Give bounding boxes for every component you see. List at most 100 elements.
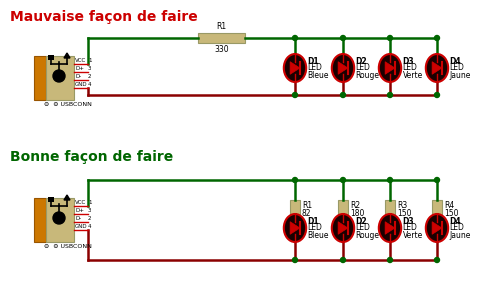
Text: D4: D4 — [450, 56, 461, 65]
Text: LED: LED — [356, 223, 370, 232]
Text: D3: D3 — [403, 217, 414, 226]
Text: Mauvaise façon de faire: Mauvaise façon de faire — [10, 10, 198, 24]
Ellipse shape — [284, 214, 306, 242]
Circle shape — [434, 177, 439, 183]
FancyBboxPatch shape — [34, 56, 46, 100]
Polygon shape — [64, 53, 70, 58]
Text: Jaune: Jaune — [450, 71, 471, 79]
Text: D4: D4 — [450, 217, 461, 226]
Circle shape — [341, 92, 346, 98]
Text: 3: 3 — [88, 65, 92, 71]
Text: R1: R1 — [302, 202, 312, 211]
Circle shape — [53, 212, 65, 224]
FancyBboxPatch shape — [432, 200, 442, 220]
Text: Jaune: Jaune — [450, 230, 471, 240]
Text: 1: 1 — [88, 200, 92, 204]
Ellipse shape — [284, 54, 306, 82]
Polygon shape — [64, 195, 70, 200]
Text: VCC: VCC — [75, 200, 86, 204]
Circle shape — [388, 257, 393, 262]
Polygon shape — [385, 62, 395, 74]
Ellipse shape — [426, 54, 448, 82]
Text: GND: GND — [75, 82, 88, 86]
FancyBboxPatch shape — [48, 55, 54, 60]
Text: VCC: VCC — [75, 58, 86, 62]
Circle shape — [434, 257, 439, 262]
Circle shape — [434, 35, 439, 41]
Text: 1: 1 — [88, 58, 92, 62]
Text: 3: 3 — [88, 207, 92, 213]
Circle shape — [292, 35, 297, 41]
Text: LED: LED — [307, 223, 323, 232]
Circle shape — [388, 92, 393, 98]
Ellipse shape — [379, 54, 401, 82]
FancyBboxPatch shape — [46, 56, 74, 100]
FancyBboxPatch shape — [290, 200, 300, 220]
Text: Rouge: Rouge — [356, 71, 380, 79]
Text: 2: 2 — [88, 215, 92, 221]
FancyBboxPatch shape — [48, 197, 54, 202]
Circle shape — [388, 177, 393, 183]
FancyBboxPatch shape — [338, 200, 348, 220]
Text: R4: R4 — [444, 202, 454, 211]
FancyBboxPatch shape — [46, 198, 74, 242]
Polygon shape — [290, 222, 300, 234]
Text: R3: R3 — [397, 202, 407, 211]
Text: 4: 4 — [88, 223, 92, 228]
Text: LED: LED — [450, 63, 465, 73]
Text: R1: R1 — [216, 22, 227, 31]
Text: Bleue: Bleue — [307, 71, 329, 79]
Text: D1: D1 — [307, 217, 319, 226]
Text: D3: D3 — [403, 56, 414, 65]
Text: 150: 150 — [397, 209, 411, 219]
Circle shape — [388, 35, 393, 41]
FancyBboxPatch shape — [34, 198, 46, 242]
Text: Rouge: Rouge — [356, 230, 380, 240]
Circle shape — [53, 70, 65, 82]
Text: Bonne façon de faire: Bonne façon de faire — [10, 150, 173, 164]
Text: 330: 330 — [214, 45, 229, 54]
Ellipse shape — [332, 54, 354, 82]
Circle shape — [341, 257, 346, 262]
Text: 4: 4 — [88, 82, 92, 86]
Text: LED: LED — [307, 63, 323, 73]
Text: 150: 150 — [444, 209, 459, 219]
Text: LED: LED — [403, 63, 417, 73]
Circle shape — [292, 177, 297, 183]
Text: GND: GND — [75, 223, 88, 228]
Text: Bleue: Bleue — [307, 230, 329, 240]
Text: ⊖  ⊖ USBCONN: ⊖ ⊖ USBCONN — [44, 243, 92, 249]
Text: D+: D+ — [75, 65, 84, 71]
Polygon shape — [432, 222, 442, 234]
Text: LED: LED — [403, 223, 417, 232]
Ellipse shape — [426, 214, 448, 242]
Text: D1: D1 — [307, 56, 319, 65]
Text: Verte: Verte — [403, 230, 423, 240]
FancyBboxPatch shape — [198, 33, 245, 43]
Text: Verte: Verte — [403, 71, 423, 79]
Text: D2: D2 — [356, 217, 367, 226]
Polygon shape — [385, 222, 395, 234]
Ellipse shape — [332, 214, 354, 242]
Circle shape — [341, 177, 346, 183]
Polygon shape — [338, 222, 348, 234]
Circle shape — [341, 35, 346, 41]
Circle shape — [292, 257, 297, 262]
Text: D+: D+ — [75, 207, 84, 213]
Ellipse shape — [379, 214, 401, 242]
Polygon shape — [432, 62, 442, 74]
Text: ⊖  ⊖ USBCONN: ⊖ ⊖ USBCONN — [44, 101, 92, 107]
Text: 2: 2 — [88, 73, 92, 79]
Text: LED: LED — [450, 223, 465, 232]
Text: D-: D- — [75, 73, 81, 79]
Text: 180: 180 — [350, 209, 364, 219]
Circle shape — [292, 92, 297, 98]
Polygon shape — [290, 62, 300, 74]
Circle shape — [434, 92, 439, 98]
FancyBboxPatch shape — [385, 200, 395, 220]
Text: 82: 82 — [302, 209, 311, 219]
Text: D2: D2 — [356, 56, 367, 65]
Polygon shape — [338, 62, 348, 74]
Text: D-: D- — [75, 215, 81, 221]
Text: LED: LED — [356, 63, 370, 73]
